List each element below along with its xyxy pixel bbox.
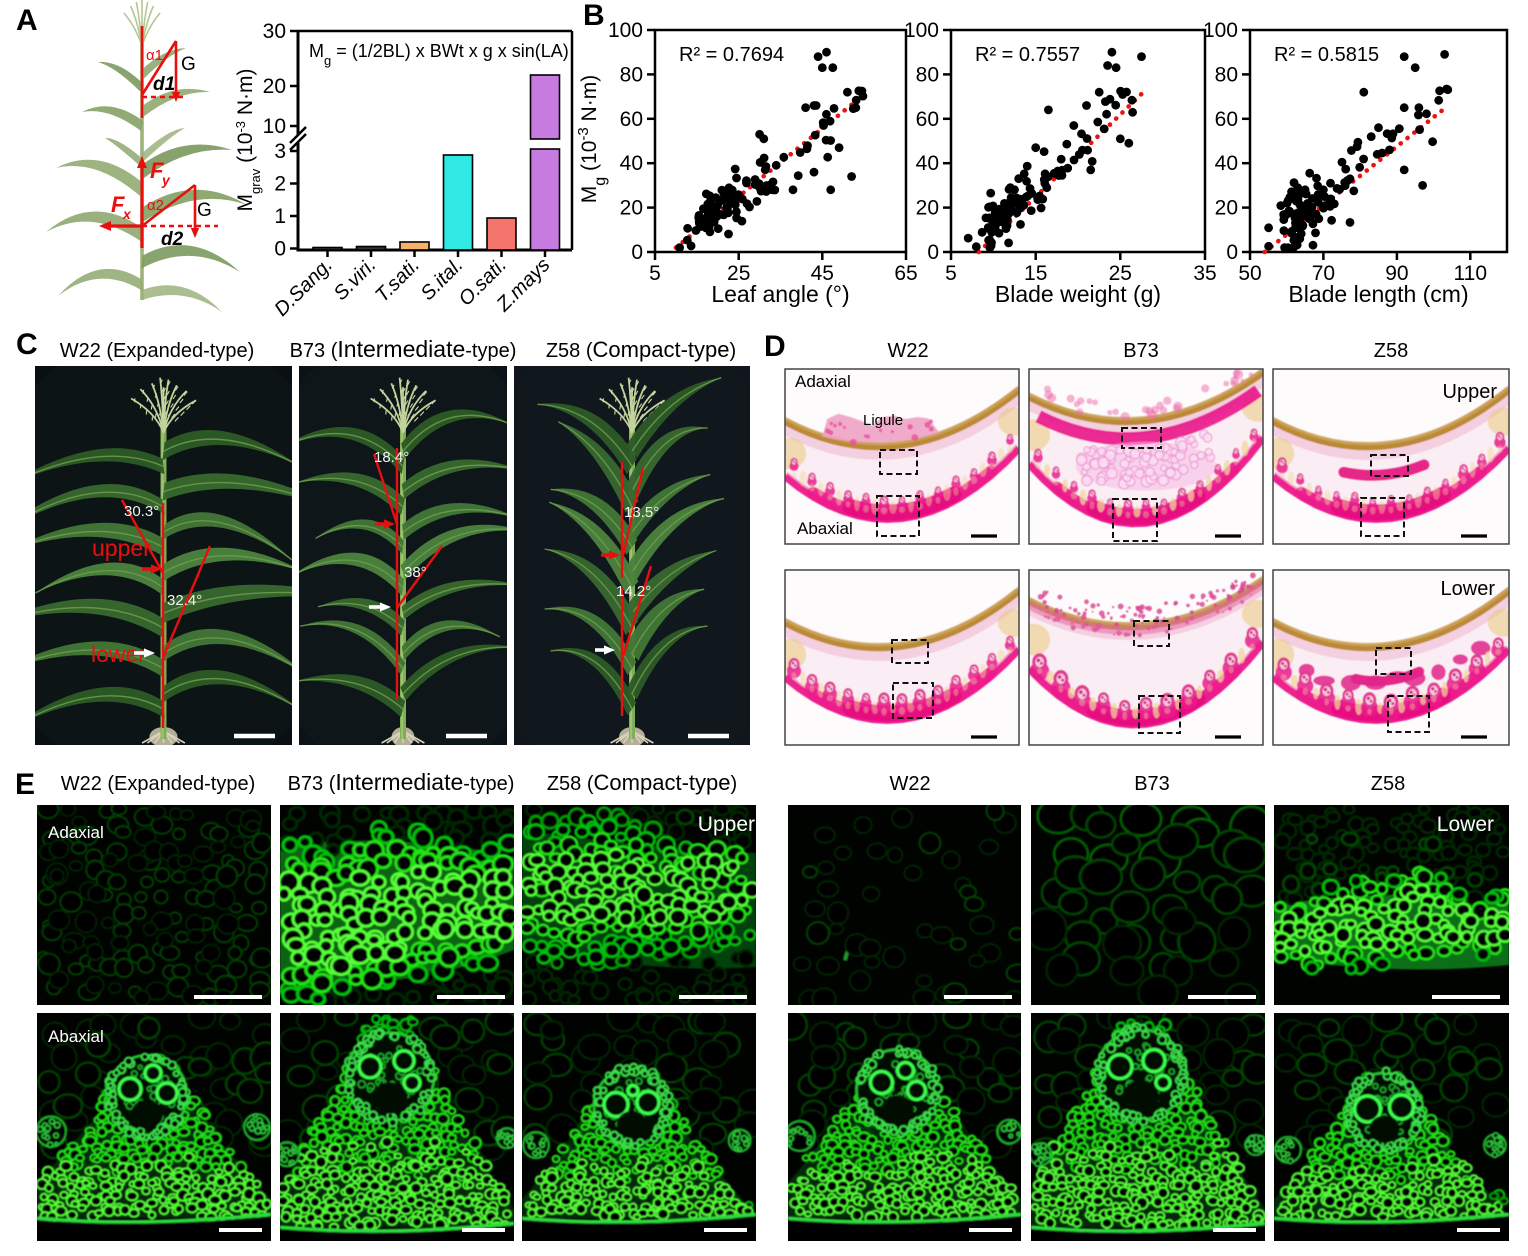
svg-text:Leaf angle (°): Leaf angle (°) — [711, 281, 849, 307]
svg-text:W22: W22 — [887, 340, 928, 362]
svg-text:80: 80 — [1215, 63, 1238, 86]
svg-text:20: 20 — [916, 197, 939, 220]
svg-text:100: 100 — [904, 19, 939, 42]
svg-text:R² = 0.5815: R² = 0.5815 — [1274, 44, 1379, 66]
svg-text:20: 20 — [263, 75, 286, 98]
svg-text:100: 100 — [1203, 19, 1238, 42]
svg-text:C: C — [16, 328, 38, 361]
svg-text:Abaxial: Abaxial — [797, 519, 853, 538]
svg-text:Z58 (Compact-type): Z58 (Compact-type) — [546, 337, 736, 362]
svg-text:y: y — [161, 172, 171, 188]
svg-text:B: B — [583, 0, 605, 32]
svg-text:Ligule: Ligule — [863, 412, 903, 429]
svg-text:80: 80 — [916, 63, 939, 86]
svg-text:20: 20 — [1215, 197, 1238, 220]
svg-text:B73 (Intermediate-type): B73 (Intermediate-type) — [290, 336, 517, 362]
svg-text:10: 10 — [263, 115, 286, 138]
svg-text:Z58: Z58 — [1371, 773, 1405, 795]
svg-text:30.3°: 30.3° — [124, 503, 159, 520]
svg-text:E: E — [15, 768, 35, 801]
svg-text:3: 3 — [274, 140, 286, 163]
svg-text:0: 0 — [274, 238, 286, 261]
svg-text:F: F — [150, 158, 164, 183]
svg-text:Z58 (Compact-type): Z58 (Compact-type) — [547, 770, 737, 795]
svg-text:80: 80 — [620, 63, 643, 86]
svg-text:18.4°: 18.4° — [374, 449, 409, 466]
svg-text:α1: α1 — [146, 47, 163, 64]
svg-text:Lower: Lower — [1441, 578, 1496, 600]
svg-text:45: 45 — [811, 262, 834, 285]
svg-text:B73: B73 — [1123, 340, 1159, 362]
svg-text:A: A — [16, 4, 38, 37]
svg-text:90: 90 — [1385, 262, 1408, 285]
svg-text:d1: d1 — [153, 74, 175, 95]
svg-text:38°: 38° — [404, 564, 427, 581]
svg-text:d2: d2 — [161, 229, 184, 250]
svg-text:60: 60 — [620, 108, 643, 131]
svg-text:W22: W22 — [889, 773, 930, 795]
svg-text:25: 25 — [1109, 262, 1132, 285]
svg-text:D: D — [764, 330, 786, 363]
svg-text:5: 5 — [945, 262, 957, 285]
svg-text:13.5°: 13.5° — [624, 504, 659, 521]
svg-text:R² = 0.7557: R² = 0.7557 — [975, 44, 1080, 66]
svg-text:25: 25 — [727, 262, 750, 285]
svg-text:G: G — [197, 200, 212, 221]
svg-text:50: 50 — [1238, 262, 1261, 285]
svg-text:W22 (Expanded-type): W22 (Expanded-type) — [61, 773, 256, 795]
svg-text:2: 2 — [274, 173, 286, 196]
svg-text:B73 (Intermediate-type): B73 (Intermediate-type) — [288, 769, 515, 795]
svg-text:x: x — [122, 206, 132, 222]
svg-text:32.4°: 32.4° — [167, 592, 202, 609]
svg-text:Z58: Z58 — [1374, 340, 1408, 362]
svg-text:60: 60 — [1215, 108, 1238, 131]
svg-text:0: 0 — [1226, 241, 1238, 264]
svg-text:upper: upper — [92, 535, 151, 561]
svg-text:0: 0 — [927, 241, 939, 264]
svg-text:Adaxial: Adaxial — [48, 823, 104, 842]
svg-text:5: 5 — [649, 262, 661, 285]
svg-text:0: 0 — [631, 241, 643, 264]
svg-text:Upper: Upper — [1443, 381, 1498, 403]
svg-text:40: 40 — [620, 152, 643, 175]
svg-text:R² = 0.7694: R² = 0.7694 — [679, 44, 784, 66]
svg-text:100: 100 — [608, 19, 643, 42]
svg-text:70: 70 — [1312, 262, 1335, 285]
svg-text:Blade weight (g): Blade weight (g) — [995, 281, 1161, 307]
svg-text:α2: α2 — [147, 197, 164, 214]
svg-text:1: 1 — [274, 205, 286, 228]
svg-text:30: 30 — [263, 20, 286, 43]
svg-text:Blade length (cm): Blade length (cm) — [1288, 281, 1468, 307]
svg-text:Adaxial: Adaxial — [795, 372, 851, 391]
svg-text:F: F — [111, 192, 125, 217]
svg-text:14.2°: 14.2° — [616, 583, 651, 600]
svg-text:40: 40 — [1215, 152, 1238, 175]
svg-text:110: 110 — [1454, 262, 1487, 285]
svg-text:15: 15 — [1024, 262, 1047, 285]
svg-text:W22 (Expanded-type): W22 (Expanded-type) — [60, 340, 255, 362]
svg-text:G: G — [181, 54, 196, 75]
svg-text:60: 60 — [916, 108, 939, 131]
svg-text:Upper: Upper — [698, 813, 755, 836]
svg-text:20: 20 — [620, 197, 643, 220]
svg-text:B73: B73 — [1134, 773, 1170, 795]
svg-text:65: 65 — [894, 262, 917, 285]
svg-text:40: 40 — [916, 152, 939, 175]
svg-text:Lower: Lower — [1437, 813, 1494, 836]
svg-text:35: 35 — [1193, 262, 1216, 285]
